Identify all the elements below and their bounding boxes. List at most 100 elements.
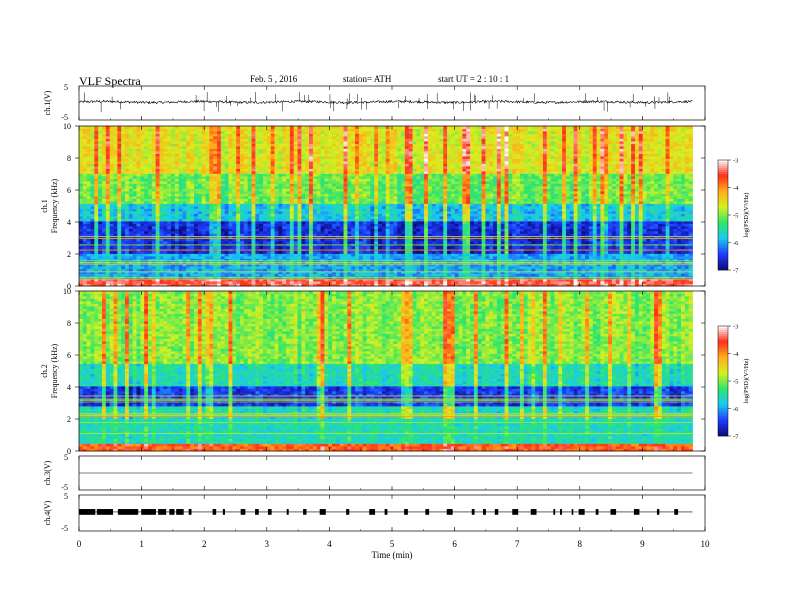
spectrogram-cell xyxy=(79,229,83,232)
spectrogram-cell xyxy=(98,169,102,172)
spectrogram-cell xyxy=(324,136,328,139)
spectrogram-cell xyxy=(236,196,240,199)
spectrogram-cell xyxy=(290,271,294,274)
spectrogram-cell xyxy=(278,156,282,159)
spectrogram-cell xyxy=(198,126,202,129)
spectrogram-cell xyxy=(282,224,286,227)
spectrogram-cell xyxy=(282,154,286,157)
spectrogram-cell xyxy=(167,176,171,179)
spectrogram-cell xyxy=(209,194,213,197)
spectrogram-cell xyxy=(121,194,125,197)
spectrogram-cell xyxy=(198,171,202,174)
spectrogram-cell xyxy=(206,219,210,222)
spectrogram-cell xyxy=(194,149,198,152)
spectrogram-cell xyxy=(202,189,206,192)
spectrogram-cell xyxy=(321,146,325,149)
spectrogram-cell xyxy=(144,181,148,184)
spectrogram-cell xyxy=(252,219,256,222)
spectrogram-cell xyxy=(328,179,332,182)
spectrogram-cell xyxy=(336,159,340,162)
spectrogram-cell xyxy=(294,271,298,274)
spectrogram-cell xyxy=(87,156,91,159)
spectrogram-cell xyxy=(83,194,87,197)
spectrogram-cell xyxy=(267,144,271,147)
spectrogram-cell xyxy=(317,196,321,199)
spectrogram-cell xyxy=(328,166,332,169)
spectrogram-cell xyxy=(259,269,263,272)
spectrogram-cell xyxy=(148,251,152,254)
spectrogram-cell xyxy=(179,126,183,129)
spectrogram-cell xyxy=(324,149,328,152)
spectrogram-cell xyxy=(209,204,213,207)
spectrogram-cell xyxy=(340,159,344,162)
spectrogram-cell xyxy=(190,186,194,189)
spectrogram-cell xyxy=(321,256,325,259)
spectrogram-cell xyxy=(332,226,336,229)
spectrogram-cell xyxy=(324,151,328,154)
spectrogram-cell xyxy=(244,216,248,219)
spectrogram-cell xyxy=(202,136,206,139)
spectrogram-cell xyxy=(344,234,348,237)
spectrogram-cell xyxy=(278,191,282,194)
spectrogram-cell xyxy=(363,209,367,212)
spectrogram-cell xyxy=(175,154,179,157)
spectrogram-cell xyxy=(370,156,374,159)
spectrogram-cell xyxy=(344,194,348,197)
spectrogram-cell xyxy=(344,241,348,244)
spectrogram-cell xyxy=(275,221,279,224)
spectrogram-cell xyxy=(248,154,252,157)
spectrogram-cell xyxy=(148,126,152,129)
spectrogram-cell xyxy=(110,229,114,232)
spectrogram-cell xyxy=(317,154,321,157)
spectrogram-cell xyxy=(133,281,137,284)
spectrogram-cell xyxy=(79,231,83,234)
spectrogram-cell xyxy=(336,224,340,227)
spectrogram-cell xyxy=(148,181,152,184)
spectrogram-cell xyxy=(114,246,118,249)
spectrogram-cell xyxy=(179,241,183,244)
spectrogram-cell xyxy=(244,189,248,192)
spectrogram-cell xyxy=(125,246,129,249)
spectrogram-cell xyxy=(255,166,259,169)
spectrogram-cell xyxy=(240,216,244,219)
spectrogram-cell xyxy=(160,171,164,174)
spectrogram-cell xyxy=(225,184,229,187)
spectrogram-cell xyxy=(275,194,279,197)
spectrogram-cell xyxy=(298,129,302,132)
spectrogram-cell xyxy=(355,204,359,207)
spectrogram-cell xyxy=(137,194,141,197)
spectrogram-cell xyxy=(83,266,87,269)
spectrogram-cell xyxy=(114,156,118,159)
spectrogram-cell xyxy=(175,266,179,269)
spectrogram-cell xyxy=(156,271,160,274)
spectrogram-cell xyxy=(167,274,171,277)
spectrogram-cell xyxy=(332,211,336,214)
spectrogram-cell xyxy=(144,191,148,194)
spectrogram-cell xyxy=(324,181,328,184)
spectrogram-cell xyxy=(79,144,83,147)
spectrogram-cell xyxy=(232,146,236,149)
spectrogram-cell xyxy=(152,166,156,169)
spectrogram-cell xyxy=(305,146,309,149)
spectrogram-cell xyxy=(225,141,229,144)
spectrogram-cell xyxy=(87,266,91,269)
spectrogram-cell xyxy=(232,219,236,222)
spectrogram-cell xyxy=(370,201,374,204)
spectrogram-cell xyxy=(160,169,164,172)
spectrogram-cell xyxy=(179,171,183,174)
spectrogram-cell xyxy=(263,246,267,249)
spectrogram-cell xyxy=(290,256,294,259)
spectrogram-cell xyxy=(351,271,355,274)
spectrogram-cell xyxy=(217,164,221,167)
spectrogram-cell xyxy=(340,176,344,179)
spectrogram-cell xyxy=(259,201,263,204)
spectrogram-cell xyxy=(163,194,167,197)
spectrogram-cell xyxy=(221,241,225,244)
spectrogram-cell xyxy=(244,224,248,227)
spectrogram-cell xyxy=(171,194,175,197)
spectrogram-cell xyxy=(340,241,344,244)
spectrogram-cell xyxy=(121,166,125,169)
spectrogram-cell xyxy=(370,146,374,149)
spectrogram-cell xyxy=(167,194,171,197)
spectrogram-cell xyxy=(186,171,190,174)
